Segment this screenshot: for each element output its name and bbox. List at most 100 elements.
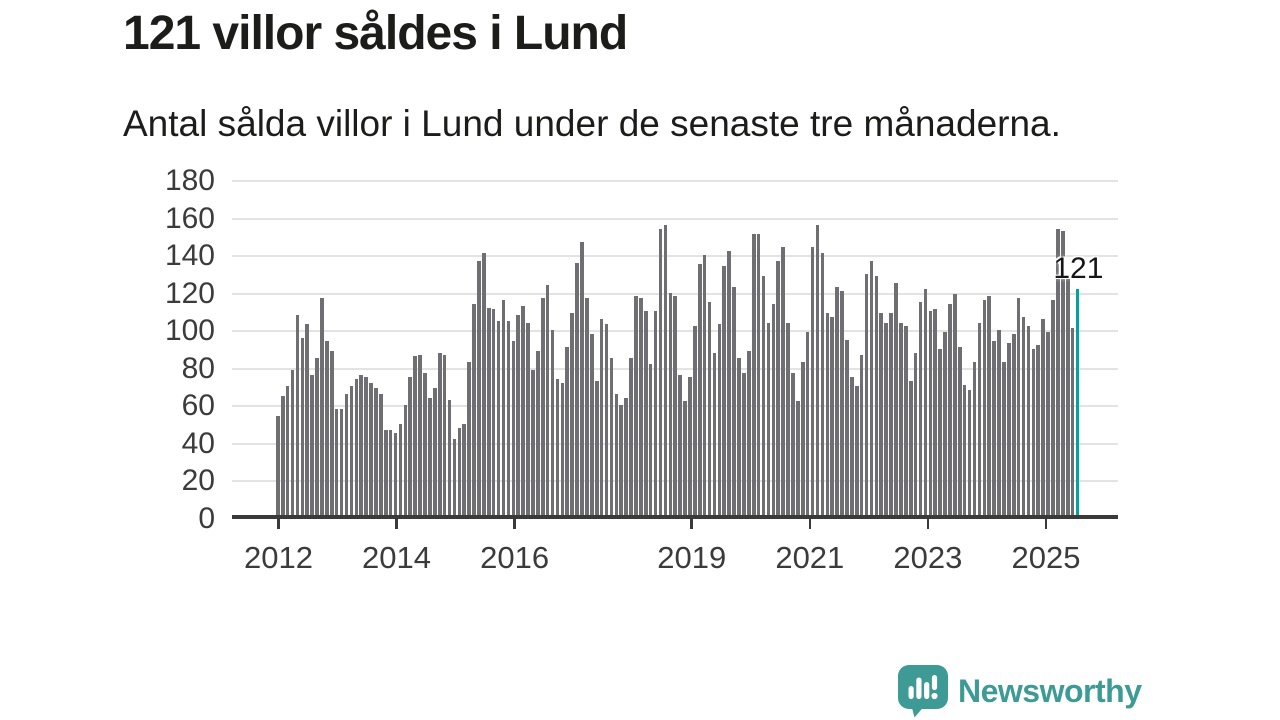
bar: [648, 363, 653, 516]
bar: [643, 311, 648, 516]
bar: [727, 251, 731, 516]
bar: [467, 362, 471, 516]
bar: [457, 427, 462, 516]
bar: [791, 373, 795, 516]
bar: [452, 439, 457, 516]
x-axis-tick-label: 2021: [775, 540, 845, 575]
bar: [668, 292, 673, 516]
bar: [884, 322, 888, 516]
bar: [565, 347, 570, 516]
bar: [310, 375, 314, 516]
bar: [501, 300, 506, 516]
bar: [928, 311, 933, 516]
bar: [756, 234, 761, 516]
bar: [329, 350, 334, 516]
y-axis-tick-label: 80: [181, 351, 215, 385]
bar: [1031, 348, 1036, 516]
y-axis-tick-label: 100: [164, 314, 215, 348]
bar: [1011, 333, 1016, 516]
bar: [678, 375, 682, 516]
bar: [437, 352, 442, 516]
bar: [359, 375, 364, 516]
bar: [933, 309, 938, 516]
bar: [280, 395, 285, 516]
bar: [506, 320, 511, 516]
bar: [496, 320, 501, 516]
x-axis-tick-label: 2014: [362, 540, 432, 575]
gridline: [232, 180, 1118, 182]
bar: [349, 386, 354, 516]
bar: [383, 429, 388, 516]
bar: [526, 322, 530, 516]
bar: [1016, 298, 1021, 516]
bar: [433, 388, 437, 516]
x-axis-tick: [926, 519, 930, 529]
bar: [820, 253, 825, 516]
bar: [560, 382, 565, 516]
bar: [771, 303, 776, 516]
bar: [957, 347, 962, 516]
bar: [511, 341, 516, 516]
bar: [972, 362, 977, 516]
highlighted-bar: [1075, 288, 1080, 516]
bar: [904, 326, 908, 516]
chart-subtitle: Antal sålda villor i Lund under de senas…: [123, 103, 1061, 144]
newsworthy-logo: Newsworthy: [897, 664, 1142, 718]
bar: [899, 322, 903, 516]
bar: [536, 350, 540, 516]
bar: [472, 303, 476, 516]
bar: [653, 311, 658, 516]
bar: [516, 315, 521, 516]
x-axis-tick: [395, 519, 398, 529]
bar: [781, 247, 785, 516]
bar: [751, 234, 756, 516]
bar: [629, 358, 633, 516]
bar: [609, 358, 614, 516]
bar: [398, 424, 403, 516]
bar: [864, 273, 869, 516]
x-axis-tick: [277, 519, 280, 529]
bar: [634, 296, 638, 516]
bar: [599, 318, 604, 516]
bar: [1021, 316, 1026, 516]
bar: [800, 362, 805, 516]
bar: [712, 352, 717, 516]
gridline: [232, 217, 1118, 220]
bar: [761, 275, 766, 516]
bar: [315, 358, 319, 516]
y-axis-tick-label: 140: [164, 239, 215, 273]
bar: [1070, 328, 1075, 516]
bar: [953, 294, 957, 516]
y-axis-tick-label: 40: [181, 426, 215, 460]
bar: [1007, 343, 1011, 516]
bar: [418, 354, 422, 516]
x-axis-tick: [1044, 519, 1048, 529]
bar: [854, 386, 859, 516]
bar: [766, 322, 771, 516]
highlight-value-annotation: 121: [1053, 251, 1104, 285]
bar: [1002, 362, 1006, 516]
bar: [393, 433, 398, 516]
bar: [987, 296, 992, 516]
bar-series: [276, 224, 1080, 516]
bar: [815, 224, 820, 516]
x-axis-line: [232, 515, 1118, 519]
bar: [462, 424, 467, 516]
gridline: [232, 292, 1118, 295]
x-axis-tick: [690, 519, 693, 529]
bar: [1056, 228, 1060, 516]
bar: [874, 275, 879, 516]
bar: [693, 326, 697, 516]
x-axis-tick-label: 2019: [657, 540, 727, 575]
bar: [477, 260, 481, 516]
y-axis-tick-label: 60: [181, 389, 215, 423]
bar: [918, 301, 923, 516]
bar: [379, 393, 383, 516]
bar: [796, 401, 800, 516]
bar: [810, 247, 815, 516]
bar: [663, 224, 668, 516]
bar: [747, 350, 751, 516]
newsworthy-logo-text: Newsworthy: [958, 673, 1142, 709]
bar: [540, 298, 545, 516]
bar: [830, 316, 835, 516]
